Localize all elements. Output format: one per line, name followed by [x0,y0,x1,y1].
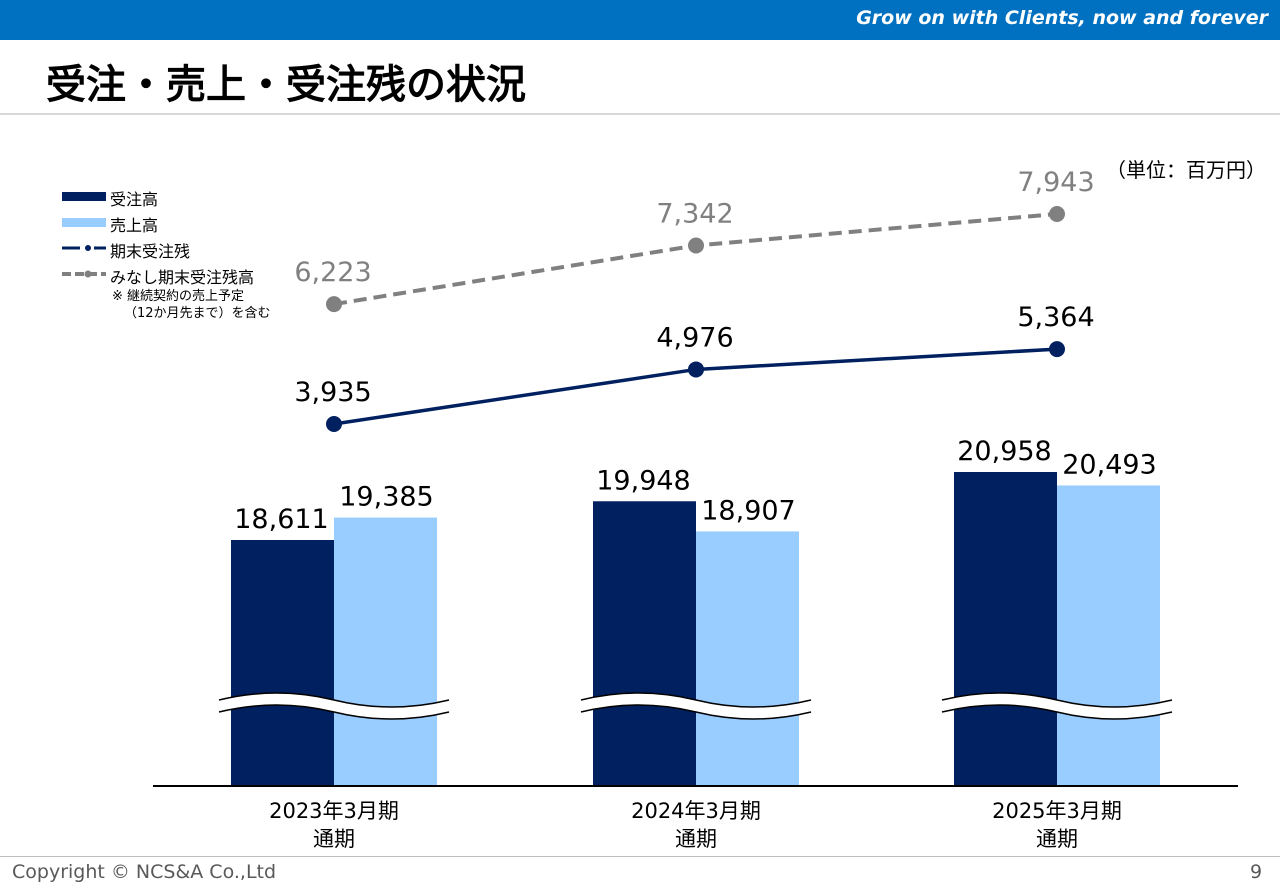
data-label-backlog: 4,976 [656,322,733,353]
point-deemed-backlog [326,296,342,313]
legend-label: 受注高 [110,190,159,209]
bar-sales [1057,485,1160,786]
point-backlog [1049,341,1065,358]
page-title: 受注・売上・受注残の状況 [46,62,526,108]
data-label-backlog: 5,364 [1017,302,1094,333]
x-tick-label: 通期 [313,827,355,851]
series-line-backlog [333,347,1058,426]
legend-label: 売上高 [110,216,159,235]
x-tick-label: 通期 [1036,827,1078,851]
axis-break-band [942,693,1172,719]
copyright: Copyright © NCS&A Co.,Ltd [12,861,277,883]
data-label-sales: 20,493 [1062,449,1156,480]
legend-note: ※ 継続契約の売上予定 （12か月先まで）を含む [112,288,271,322]
axis-break-line [941,692,1173,708]
bar-sales [334,517,437,786]
point-deemed-backlog [688,237,704,254]
footer-divider [0,856,1280,857]
point-backlog [326,416,342,432]
bar-orders [593,501,696,786]
axis-break-band [219,693,449,719]
axis-break-line [218,692,450,708]
page-number: 9 [1250,861,1263,883]
point-backlog [688,361,704,378]
x-tick-label: 2025年3月期 [992,799,1122,823]
data-label-deemed-backlog: 7,342 [656,198,733,229]
axis-break-line [218,704,450,720]
legend-label: みなし期末受注残高 [110,268,255,287]
x-tick-label: 2023年3月期 [269,799,399,823]
legend-swatch-orders [62,192,106,201]
slogan: Grow on with Clients, now and forever [856,7,1268,29]
bar-orders [231,540,334,786]
legend-note-line1: ※ 継続契約の売上予定 [112,289,245,304]
legend-swatch-sales [62,218,106,227]
legend-label: 期末受注残 [110,242,191,261]
axis-break-line [580,692,812,708]
data-label-sales: 18,907 [701,495,795,526]
legend-note-line2: （12か月先まで）を含む [124,306,271,321]
header-bar: Grow on with Clients, now and forever [0,0,1280,40]
data-label-orders: 20,958 [957,436,1051,467]
unit-label: （単位：百万円） [1106,158,1266,182]
data-label-orders: 19,948 [596,465,690,496]
axis-break-band [581,693,811,719]
legend-line-deemed-backlog [62,270,106,278]
data-label-sales: 19,385 [339,482,433,513]
data-label-backlog: 3,935 [294,377,371,408]
x-tick-label: 2024年3月期 [631,799,761,823]
data-label-deemed-backlog: 7,943 [1017,167,1094,198]
legend-line-backlog [62,245,106,251]
axis-break-line [580,704,812,720]
bar-sales [696,531,799,786]
bar-orders [954,472,1057,786]
data-label-orders: 18,611 [234,504,328,535]
x-tick-label: 通期 [675,827,717,851]
point-deemed-backlog [1049,206,1065,222]
title-divider [0,113,1280,115]
axis-break-line [941,704,1173,720]
data-label-deemed-backlog: 6,223 [294,257,371,288]
